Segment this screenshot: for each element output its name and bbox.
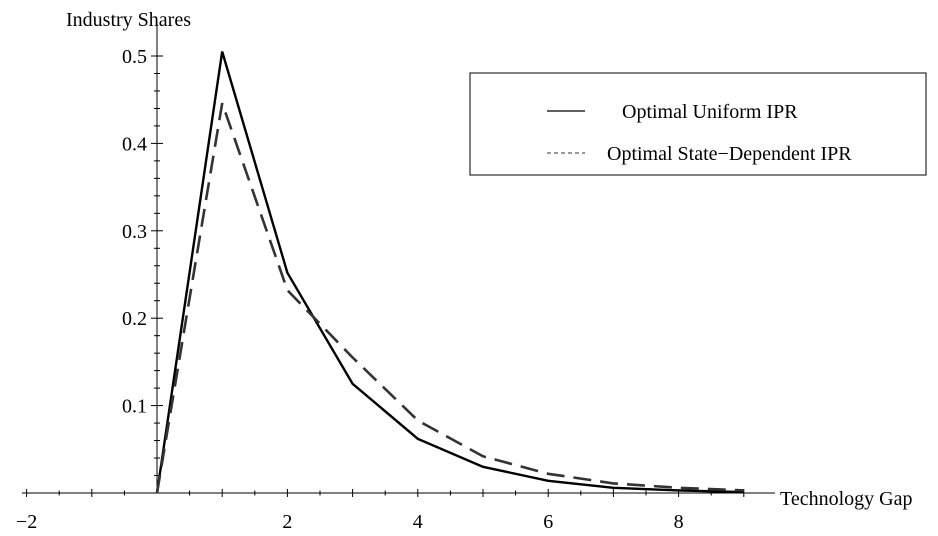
- series-line-state-dependent: [155, 102, 744, 494]
- series-line-uniform: [155, 51, 744, 494]
- y-tick-label: 0.3: [122, 221, 147, 243]
- x-tick-label: −2: [16, 511, 37, 533]
- x-tick-label: 8: [674, 511, 684, 533]
- y-tick-label: 0.2: [122, 308, 147, 330]
- axis-ticks: [26, 55, 745, 497]
- x-tick-label: 6: [543, 511, 553, 533]
- x-tick-label: 4: [413, 511, 423, 533]
- y-tick-label: 0.4: [122, 133, 147, 155]
- legend-box: [469, 72, 927, 176]
- legend-label-uniform: Optimal Uniform IPR: [622, 101, 798, 123]
- y-axis-title: Industry Shares: [66, 9, 191, 31]
- axes: [22, 22, 775, 494]
- tick-labels: −2 2 4 6 8 0.1 0.2 0.3 0.4 0.5: [16, 46, 684, 533]
- series-lines: [155, 51, 744, 494]
- legend: Optimal Uniform IPR Optimal State−Depend…: [469, 72, 927, 176]
- y-tick-label: 0.1: [122, 396, 147, 418]
- x-axis-title: Technology Gap: [780, 488, 912, 510]
- y-tick-label: 0.5: [122, 46, 147, 68]
- legend-label-state-dependent: Optimal State−Dependent IPR: [607, 143, 852, 165]
- x-tick-label: 2: [282, 511, 292, 533]
